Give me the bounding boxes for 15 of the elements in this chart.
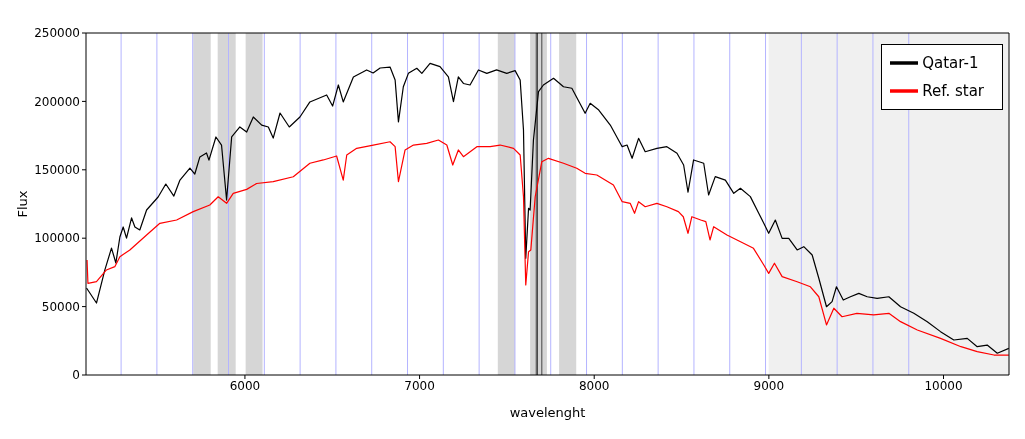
legend-label: Ref. star: [922, 81, 984, 100]
x-tick-label: 9000: [753, 378, 785, 393]
x-tick-label: 7000: [404, 378, 435, 393]
x-tick-label: 8000: [578, 378, 610, 393]
y-tick-label: 100000: [34, 231, 80, 246]
x-tick-label: 6000: [229, 378, 261, 393]
y-tick-label: 0: [72, 368, 80, 383]
x-tick-label: 10000: [924, 378, 963, 393]
y-tick-label: 150000: [34, 163, 80, 178]
y-tick-label: 200000: [34, 94, 80, 109]
legend-label: Qatar-1: [922, 53, 979, 72]
y-tick-label: 50000: [41, 299, 80, 314]
y-axis-title: Flux: [14, 190, 30, 218]
y-tick-label: 250000: [34, 26, 80, 41]
x-axis-title: wavelenght: [509, 405, 586, 420]
